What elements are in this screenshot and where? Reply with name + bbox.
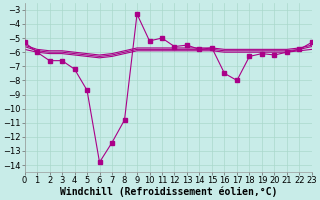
X-axis label: Windchill (Refroidissement éolien,°C): Windchill (Refroidissement éolien,°C) <box>60 187 277 197</box>
